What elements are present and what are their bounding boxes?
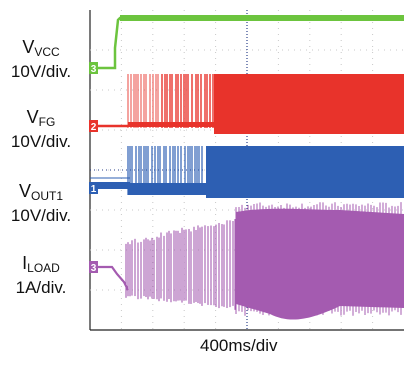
label-vout1: VOUT1 10V/div. xyxy=(2,181,80,226)
channel-marker-text-vfg: 2 xyxy=(91,122,97,133)
label-iload-main: I xyxy=(22,253,28,273)
channel-marker-vout1 xyxy=(89,182,98,194)
channel-marker-iload xyxy=(89,261,98,273)
trace-iload xyxy=(90,202,404,320)
trace-vfg-low xyxy=(128,122,214,127)
x-axis-label: 400ms/div xyxy=(200,336,278,355)
label-iload-scale: 1A/div. xyxy=(15,278,67,297)
trace-vcc-band xyxy=(120,15,404,21)
label-vcc-sub: VCC xyxy=(34,45,60,59)
label-iload: ILOAD 1A/div. xyxy=(2,253,80,298)
channel-marker-text-vout1: 1 xyxy=(91,184,97,195)
trace-vout1-band xyxy=(206,146,404,198)
channel-marker-text-vcc: 3 xyxy=(91,64,97,75)
trace-vcc xyxy=(90,15,404,70)
trace-iload-base xyxy=(90,265,129,291)
trace-vout1-low xyxy=(128,183,206,195)
trace-vout1 xyxy=(90,146,404,198)
label-vcc-main: V xyxy=(22,37,35,57)
label-vcc-scale: 10V/div. xyxy=(10,62,72,81)
label-iload-sub: LOAD xyxy=(27,261,60,275)
label-vfg: VFG 10V/div. xyxy=(2,107,80,152)
label-vout1-sub: OUT1 xyxy=(31,189,64,203)
label-vfg-main: V xyxy=(26,107,39,127)
trace-vout1-base xyxy=(90,182,130,189)
label-vfg-sub: FG xyxy=(38,115,56,129)
trace-vfg-band xyxy=(214,74,404,134)
label-vout1-scale: 10V/div. xyxy=(10,206,72,225)
label-vout1-main: V xyxy=(18,181,31,201)
channel-marker-text-iload: 3 xyxy=(91,263,97,274)
label-vcc: VVCC 10V/div. xyxy=(2,37,80,82)
channel-marker-vfg xyxy=(89,120,98,132)
label-vfg-scale: 10V/div. xyxy=(10,132,72,151)
trace-vfg xyxy=(90,74,404,134)
channel-marker-vcc xyxy=(89,62,98,74)
